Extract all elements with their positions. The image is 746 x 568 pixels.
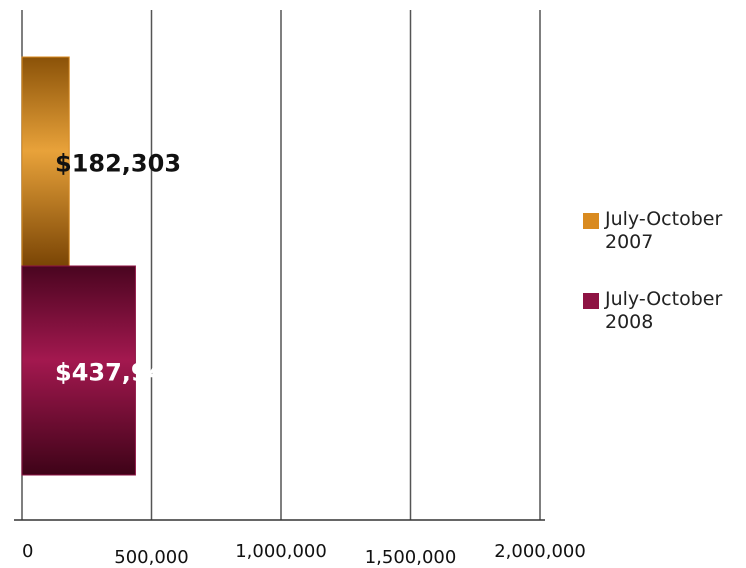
- bar: [21, 265, 136, 476]
- x-tick-label: 2,000,000: [494, 541, 586, 562]
- value-label: $437,947: [55, 359, 181, 387]
- value-label: $182,303: [55, 150, 181, 178]
- legend-item: July-October 2007: [583, 208, 743, 254]
- legend-item: July-October 2008: [583, 288, 743, 334]
- legend-swatch: [583, 213, 599, 229]
- legend-label: July-October 2007: [605, 208, 723, 253]
- x-tick-label: 1,000,000: [235, 541, 327, 562]
- x-tick-label: 0: [22, 541, 33, 562]
- x-tick-label: 1,500,000: [365, 547, 457, 568]
- legend-swatch: [583, 293, 599, 309]
- x-tick-label: 500,000: [114, 547, 188, 568]
- legend-label: July-October 2008: [605, 288, 723, 333]
